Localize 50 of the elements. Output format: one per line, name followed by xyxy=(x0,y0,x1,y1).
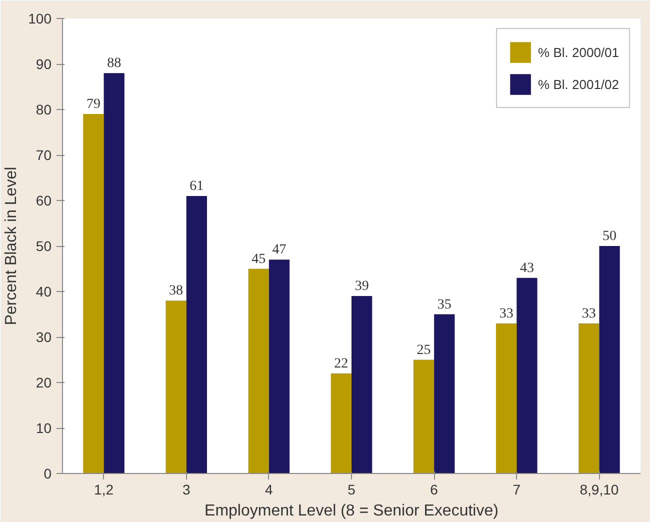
bar xyxy=(268,260,290,474)
bar xyxy=(496,323,517,474)
x-axis-title: Employment Level (8 = Senior Executive) xyxy=(204,502,498,520)
y-tick-label: 0 xyxy=(44,466,52,482)
data-label: 79 xyxy=(86,97,100,112)
data-label: 25 xyxy=(416,342,431,358)
x-tick-label: 7 xyxy=(512,482,521,498)
bar xyxy=(599,246,620,474)
y-tick-label: 100 xyxy=(28,10,52,26)
data-label: 47 xyxy=(272,242,286,258)
x-tick-label: 4 xyxy=(265,482,274,498)
legend-label: % Bl. 2000/01 xyxy=(538,44,619,60)
data-label: 39 xyxy=(354,279,369,294)
bar xyxy=(186,196,207,474)
data-label: 45 xyxy=(252,252,266,267)
data-label: 43 xyxy=(520,260,534,276)
x-tick-label: 3 xyxy=(182,482,190,498)
data-label: 33 xyxy=(582,306,596,322)
data-label: 38 xyxy=(169,284,184,299)
data-label: 35 xyxy=(437,297,452,312)
data-label: 50 xyxy=(602,229,617,244)
x-tick-label: 8,9,10 xyxy=(580,482,619,498)
data-label: 61 xyxy=(190,178,204,194)
y-tick-label: 50 xyxy=(36,238,52,254)
y-tick-label: 60 xyxy=(36,192,52,208)
data-label: 33 xyxy=(499,306,514,322)
bar xyxy=(104,73,124,474)
data-label: 22 xyxy=(334,356,348,372)
bar xyxy=(330,373,352,474)
bar xyxy=(352,296,372,474)
y-tick-label: 90 xyxy=(36,56,52,72)
bar xyxy=(166,300,186,474)
legend-label: % Bl. 2001/02 xyxy=(538,76,619,92)
x-tick-label: 1,2 xyxy=(94,482,114,498)
y-axis-title: Percent Black in Level xyxy=(3,166,20,326)
y-tick-label: 20 xyxy=(36,374,52,390)
y-tick-label: 10 xyxy=(36,420,52,436)
y-tick-label: 40 xyxy=(36,284,52,300)
bar xyxy=(83,114,104,474)
bar xyxy=(434,314,455,474)
data-label: 88 xyxy=(107,56,122,72)
bar xyxy=(516,278,538,474)
y-tick-label: 30 xyxy=(36,329,52,345)
y-tick-label: 80 xyxy=(36,102,52,118)
y-tick-label: 70 xyxy=(36,147,52,163)
x-tick-label: 6 xyxy=(430,482,438,498)
bar xyxy=(413,360,434,474)
bar xyxy=(578,323,600,474)
bar xyxy=(248,268,269,474)
x-tick-label: 5 xyxy=(348,482,356,498)
